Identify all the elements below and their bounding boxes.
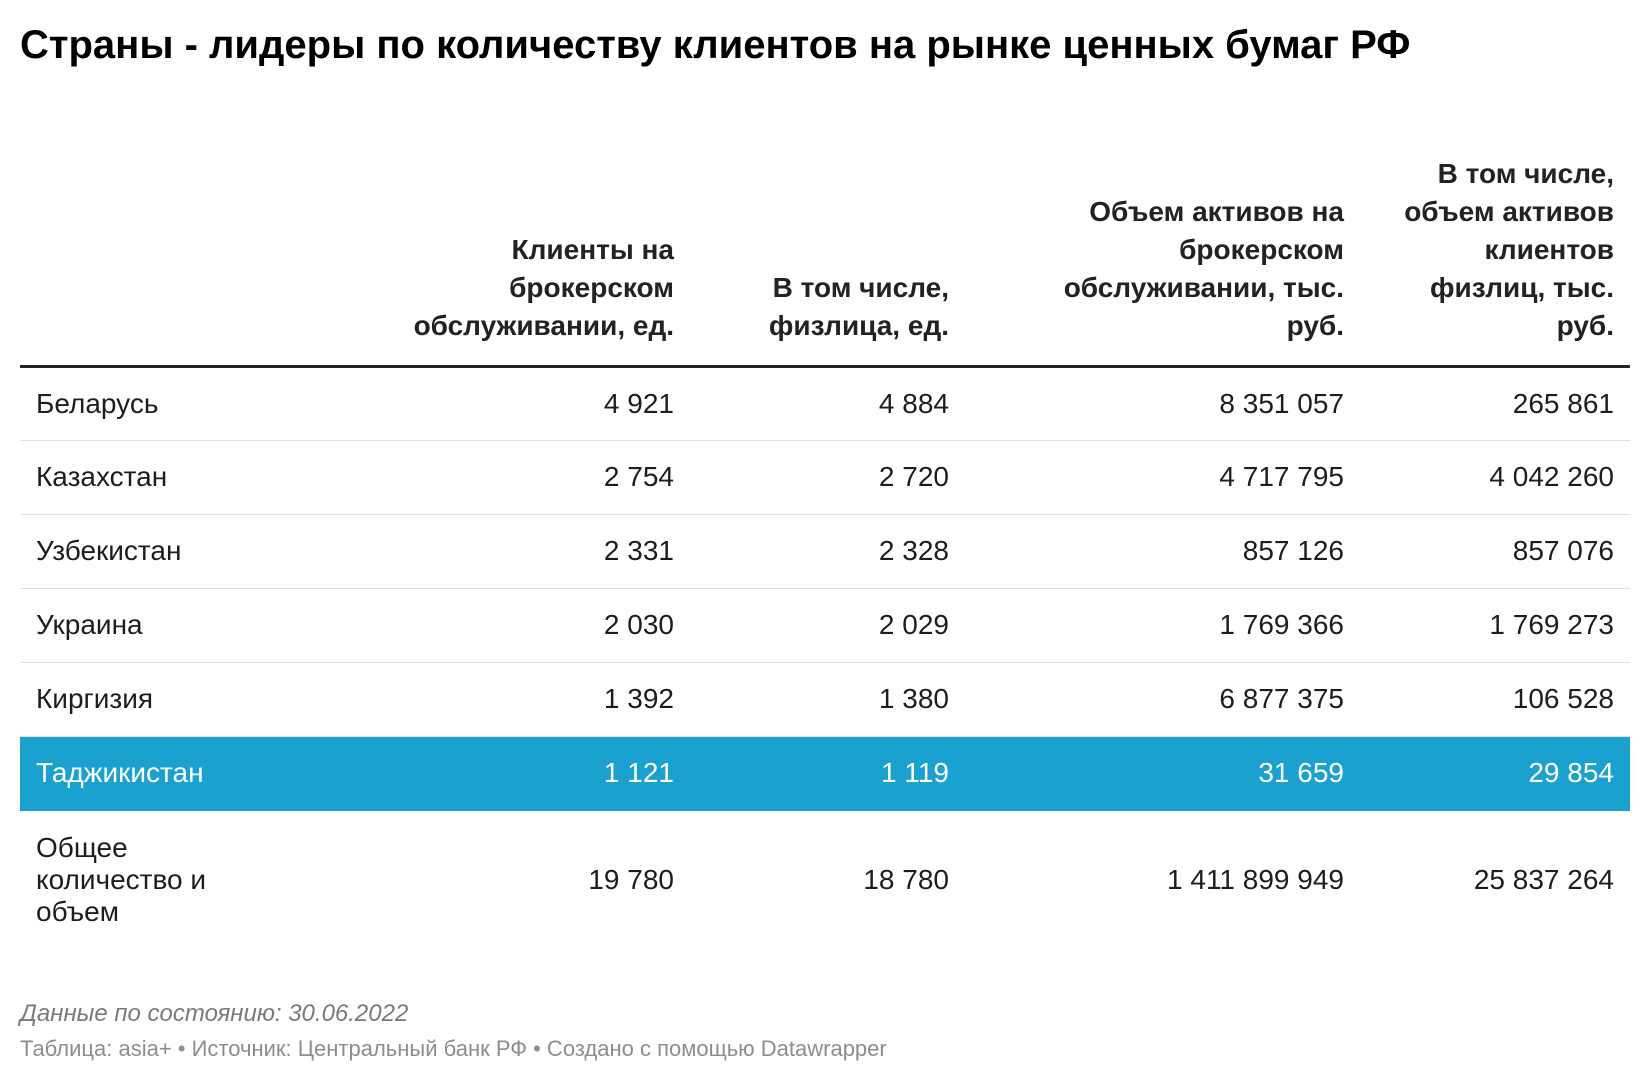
country-cell: Беларусь [20, 366, 320, 441]
individuals-cell: 2 720 [690, 440, 965, 515]
total-clients: 19 780 [588, 864, 674, 896]
clients-cell: 4 921 [320, 366, 690, 441]
individual-assets-cell: 857 076 [1360, 514, 1630, 589]
column-header-clients: Клиенты на брокерском обслуживании, ед. [320, 120, 690, 368]
total-individual-assets: 25 837 264 [1473, 864, 1614, 896]
country-cell: Таджикистан [20, 736, 320, 811]
assets-cell: 6 877 375 [965, 662, 1360, 737]
individual-assets-cell: 106 528 [1360, 662, 1630, 737]
clients-cell: 2 030 [320, 588, 690, 663]
assets-cell: 1 769 366 [965, 588, 1360, 663]
column-header-individuals: В том числе, физлица, ед. [690, 120, 965, 368]
country-cell: Казахстан [20, 440, 320, 515]
clients-cell: 1 121 [320, 736, 690, 811]
country-cell: Киргизия [20, 662, 320, 737]
column-header-individual-assets: В том числе, объем активов клиентов физл… [1360, 120, 1630, 368]
data-table: Клиенты на брокерском обслуживании, ед. … [20, 120, 1630, 950]
total-individuals: 18 780 [863, 864, 949, 896]
header-row: Клиенты на брокерском обслуживании, ед. … [20, 120, 1630, 368]
individual-assets-cell: 1 769 273 [1360, 588, 1630, 663]
assets-cell: 8 351 057 [965, 366, 1360, 441]
country-cell: Узбекистан [20, 514, 320, 589]
individuals-cell: 1 380 [690, 662, 965, 737]
table-row: Беларусь 4 921 4 884 8 351 057 265 861 [20, 366, 1630, 441]
individuals-cell: 1 119 [690, 736, 965, 811]
individuals-cell: 2 029 [690, 588, 965, 663]
assets-cell: 4 717 795 [965, 440, 1360, 515]
assets-cell: 31 659 [965, 736, 1360, 811]
data-date-note: Данные по состоянию: 30.06.2022 [20, 1000, 409, 1027]
individual-assets-cell: 265 861 [1360, 366, 1630, 441]
individuals-cell: 2 328 [690, 514, 965, 589]
chart-title: Страны - лидеры по количеству клиентов н… [20, 23, 1411, 67]
column-header-country [20, 120, 320, 368]
clients-cell: 1 392 [320, 662, 690, 737]
individual-assets-cell: 29 854 [1360, 736, 1630, 811]
table-row: Казахстан 2 754 2 720 4 717 795 4 042 260 [20, 440, 1630, 515]
column-header-assets: Объем активов на брокерском обслуживании… [965, 120, 1360, 368]
source-credits: Таблица: asia+ • Источник: Центральный б… [20, 1036, 887, 1061]
table-row: Киргизия 1 392 1 380 6 877 375 106 528 [20, 662, 1630, 737]
country-cell: Украина [20, 588, 320, 663]
clients-cell: 2 754 [320, 440, 690, 515]
table-row: Узбекистан 2 331 2 328 857 126 857 076 [20, 514, 1630, 589]
total-label: Общее количество и объем [36, 832, 207, 928]
total-row: Общее количество и объем 19 780 18 780 1… [20, 810, 1630, 950]
individual-assets-cell: 4 042 260 [1360, 440, 1630, 515]
individuals-cell: 4 884 [690, 366, 965, 441]
clients-cell: 2 331 [320, 514, 690, 589]
table-row: Украина 2 030 2 029 1 769 366 1 769 273 [20, 588, 1630, 663]
table-body: Беларусь 4 921 4 884 8 351 057 265 861 Казахс… [20, 366, 1630, 811]
total-assets: 1 411 899 949 [1167, 864, 1344, 896]
assets-cell: 857 126 [965, 514, 1360, 589]
table-row: Таджикистан 1 121 1 119 31 659 29 854 [20, 736, 1630, 811]
